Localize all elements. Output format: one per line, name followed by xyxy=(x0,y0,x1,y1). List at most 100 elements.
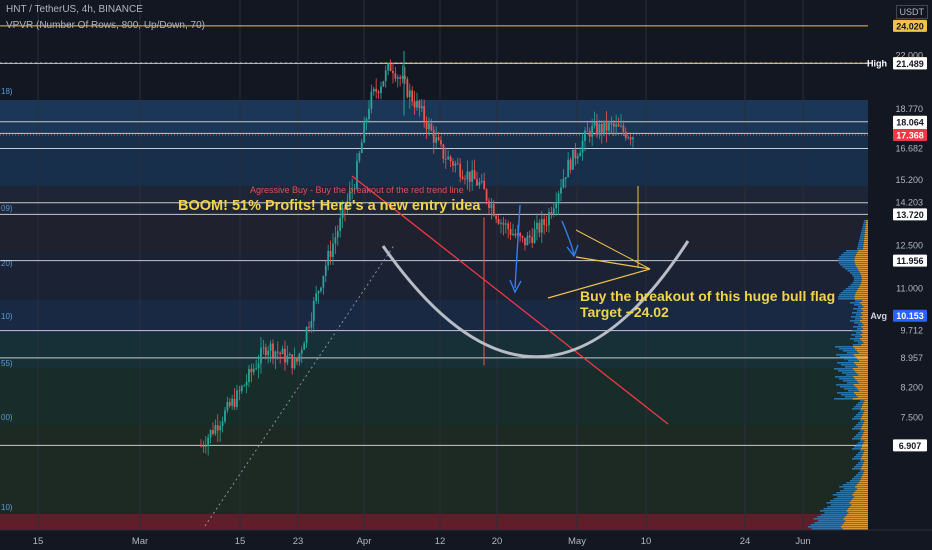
candle-body xyxy=(360,142,363,153)
vp-bar-up xyxy=(862,228,866,230)
vp-bar-up xyxy=(854,476,862,478)
vp-bar-down xyxy=(860,334,868,336)
candle xyxy=(368,100,370,123)
time-tick-label: 23 xyxy=(293,536,304,547)
candle xyxy=(315,285,318,305)
vp-bar-up xyxy=(860,460,865,462)
vp-bar-down xyxy=(854,298,868,300)
candle-body xyxy=(389,63,392,71)
candle xyxy=(293,347,296,370)
fib-band xyxy=(0,368,868,425)
vp-bar-up xyxy=(852,418,861,420)
candle-body xyxy=(466,171,469,180)
vp-bar-down xyxy=(860,418,868,420)
time-axis: 15 Mar 15 23 Apr 12 20 May 10 24 Jun xyxy=(0,529,932,550)
candle xyxy=(456,157,459,165)
candle-body xyxy=(600,123,603,133)
price-tick-label: 22.000 xyxy=(895,50,923,60)
candle-body xyxy=(317,291,320,294)
vp-bar-down xyxy=(862,454,868,456)
vp-bar-down xyxy=(853,376,868,378)
vp-bar-up xyxy=(863,224,866,226)
vp-bar-up xyxy=(854,406,862,408)
vp-bar-down xyxy=(856,372,868,374)
candle xyxy=(471,160,474,191)
vp-bar-up xyxy=(824,512,849,514)
vp-bar-up xyxy=(848,390,859,392)
candle xyxy=(624,127,627,141)
candle xyxy=(586,122,589,132)
candle xyxy=(603,120,606,137)
candle xyxy=(574,143,577,166)
candle xyxy=(555,192,558,216)
time-tick-label: Jun xyxy=(795,536,810,547)
candle xyxy=(550,206,553,219)
candle xyxy=(231,394,234,410)
candle xyxy=(243,384,246,387)
vp-bar-down xyxy=(860,408,868,410)
price-tag: 11.956 xyxy=(893,254,927,267)
vp-bar-up xyxy=(852,448,861,450)
vp-bar-up xyxy=(858,462,864,464)
vp-bar-down xyxy=(859,302,868,304)
headline-text: BOOM! 51% Profits! Here's a new entry id… xyxy=(178,198,481,214)
vp-bar-up xyxy=(852,408,861,410)
candle xyxy=(480,173,483,184)
fib-left-label: 09) xyxy=(1,204,13,213)
candle-body xyxy=(608,122,610,131)
flag-note-2: Target ~24.02 xyxy=(580,304,669,320)
price-tag-box xyxy=(893,254,927,267)
candle-body xyxy=(569,159,572,170)
candle xyxy=(296,356,298,365)
candle xyxy=(245,373,248,394)
candle-body xyxy=(579,152,582,157)
vp-bar-up xyxy=(853,276,862,278)
candle xyxy=(291,354,294,375)
candle xyxy=(413,90,416,115)
indicator-label: VPVR (Number Of Rows, 800, Up/Down, 70) xyxy=(6,20,205,31)
vp-bar-up xyxy=(850,272,860,274)
candle xyxy=(274,350,277,370)
candle-body xyxy=(591,125,594,137)
vp-bar-down xyxy=(855,386,868,388)
vp-bar-down xyxy=(842,524,868,526)
candle xyxy=(492,200,495,217)
candle xyxy=(504,219,507,234)
vp-bar-up xyxy=(856,404,863,406)
dashed-trend-line xyxy=(204,243,396,527)
candle-body xyxy=(538,222,541,233)
candle xyxy=(288,352,291,356)
fib-band xyxy=(0,425,868,514)
candle xyxy=(269,340,272,363)
candle xyxy=(507,220,510,239)
candle xyxy=(238,385,241,401)
candle xyxy=(528,230,531,244)
vp-bar-up xyxy=(854,456,862,458)
vp-bar-down xyxy=(846,510,868,512)
candle-body xyxy=(279,352,282,355)
vp-bar-down xyxy=(863,306,868,308)
candle-body xyxy=(562,178,565,188)
vp-bar-down xyxy=(863,244,868,246)
candle xyxy=(428,117,430,136)
candle xyxy=(221,416,224,433)
candle xyxy=(396,74,399,88)
currency-unit[interactable]: USDT xyxy=(895,5,928,19)
vp-bar-up xyxy=(854,436,862,438)
candle-body xyxy=(255,368,258,370)
candle xyxy=(327,244,330,271)
candle xyxy=(488,197,490,214)
vp-bar-up xyxy=(860,440,865,442)
vp-bar-down xyxy=(861,406,868,408)
vp-bar-up xyxy=(858,472,864,474)
candle-body xyxy=(603,120,606,133)
vp-bar-down xyxy=(860,274,868,276)
candle xyxy=(339,207,342,238)
candle-body xyxy=(365,119,368,123)
vp-bar-down xyxy=(863,240,868,242)
candle-body xyxy=(214,425,217,434)
candle-body xyxy=(632,137,634,140)
vp-bar-down xyxy=(858,250,868,252)
vp-bar-up xyxy=(814,522,844,524)
